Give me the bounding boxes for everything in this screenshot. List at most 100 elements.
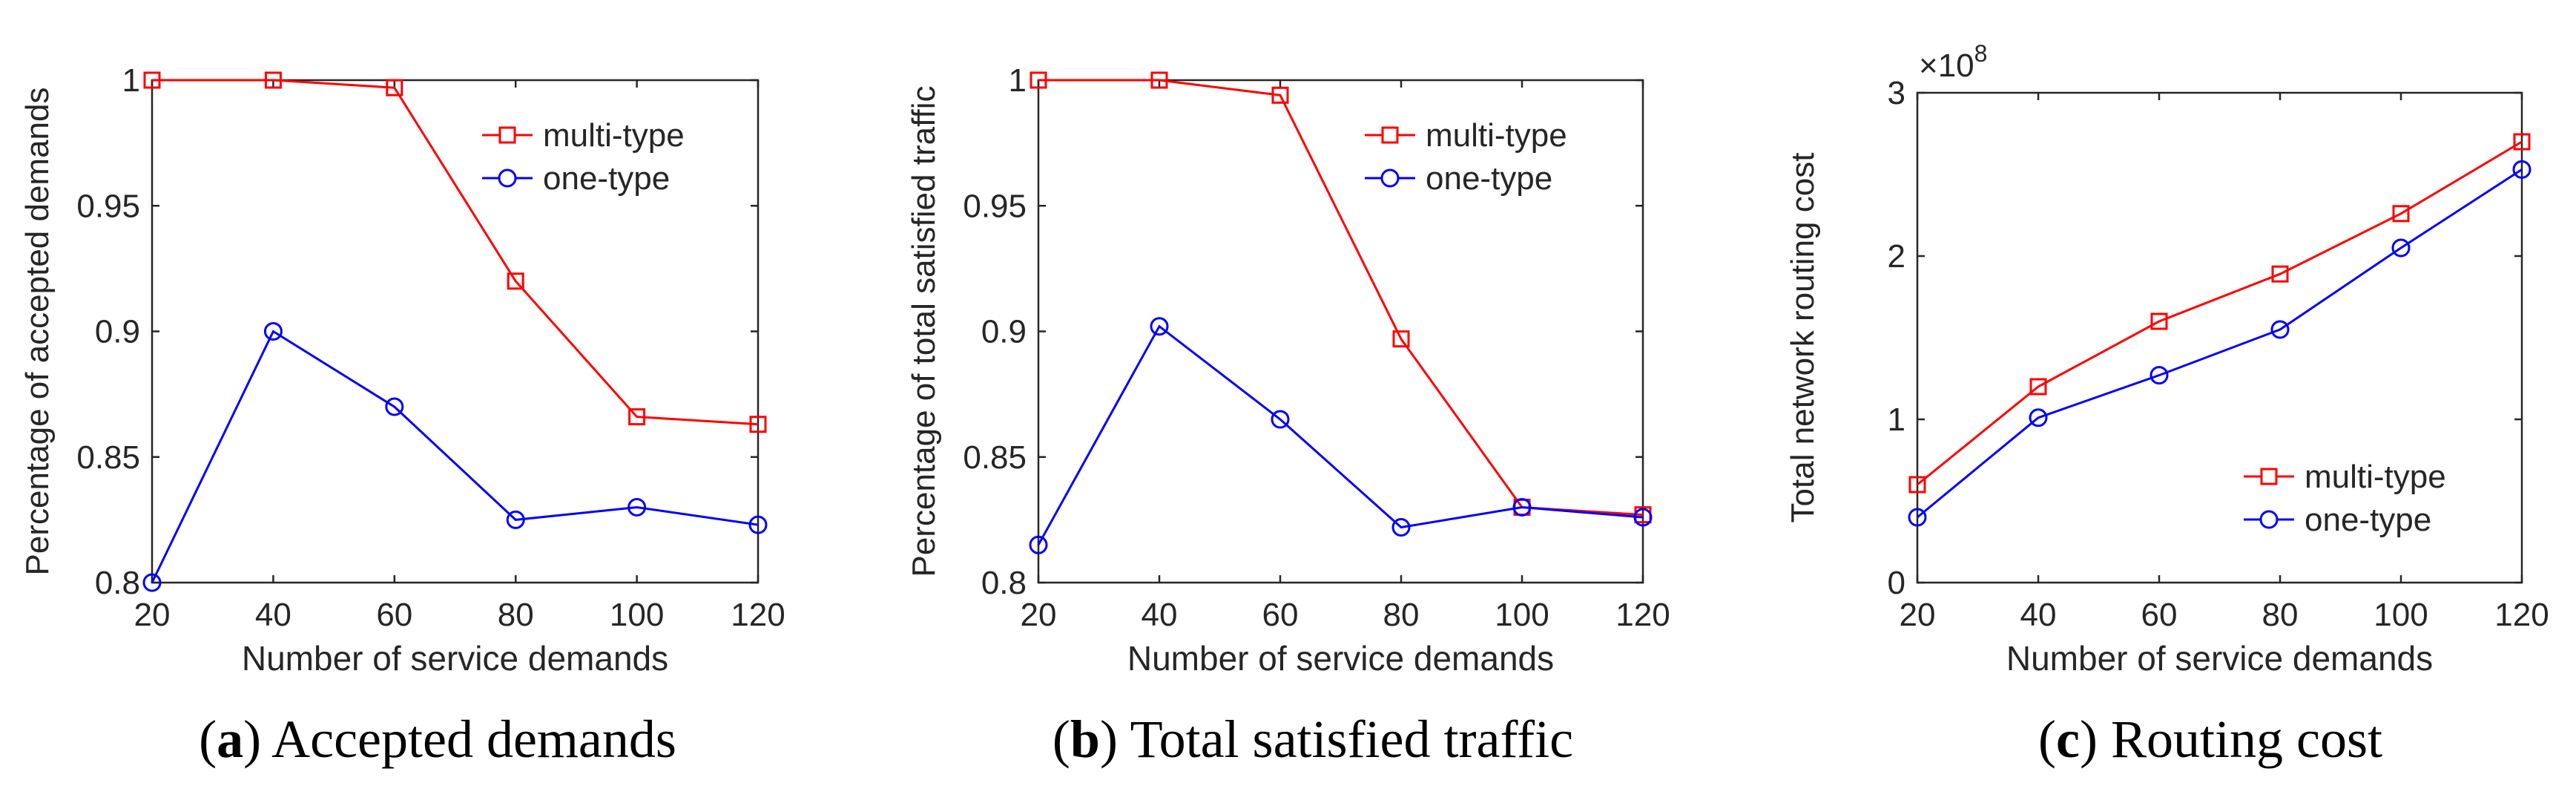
x-tick-label: 40 bbox=[1142, 597, 1178, 633]
series-line-multi-type bbox=[1917, 140, 2523, 486]
y-tick-label: 0.8 bbox=[981, 565, 1027, 601]
chart-2: 20 40 60 80 100 120 0.8 0.85 0.9 0.95 1 Number of s… bbox=[906, 62, 1670, 678]
legend-label-multi-type: multi-type bbox=[2305, 459, 2446, 495]
series-line-one-type bbox=[1037, 324, 1644, 545]
x-tick-label: 40 bbox=[255, 597, 291, 633]
data-point-one-type bbox=[1633, 508, 1653, 527]
legend-marker-multi-type bbox=[498, 126, 516, 144]
data-point-one-type bbox=[1391, 518, 1411, 537]
data-point-multi-type bbox=[1392, 330, 1410, 348]
x-tick-label: 120 bbox=[1615, 597, 1670, 633]
data-point-multi-type bbox=[2271, 265, 2289, 283]
legend-label-one-type: one-type bbox=[2305, 502, 2431, 538]
x-tick-label: 100 bbox=[2374, 597, 2428, 633]
y-tick-label: 0.95 bbox=[76, 188, 140, 224]
caption-a: (a) Accepted demands bbox=[199, 710, 676, 769]
data-point-multi-type bbox=[143, 71, 161, 89]
x-tick-label: 100 bbox=[610, 597, 664, 633]
data-point-multi-type bbox=[749, 416, 767, 433]
data-point-one-type bbox=[263, 322, 283, 341]
x-tick-label: 80 bbox=[1383, 597, 1420, 633]
x-tick-label: 60 bbox=[2141, 597, 2178, 633]
plot-area-box bbox=[151, 79, 760, 584]
data-point-one-type bbox=[1512, 497, 1532, 517]
y-tick-label: 0.95 bbox=[963, 188, 1027, 224]
data-point-multi-type bbox=[1908, 476, 1926, 494]
legend-marker-one-type bbox=[1380, 168, 1400, 188]
caption-b-letter: b bbox=[1070, 710, 1100, 769]
x-tick-label: 80 bbox=[498, 597, 534, 633]
caption-a-text: Accepted demands bbox=[271, 710, 676, 769]
caption-a-letter: a bbox=[217, 710, 244, 769]
data-point-one-type bbox=[2391, 238, 2411, 258]
y-tick-label: 0.85 bbox=[963, 439, 1027, 476]
data-point-multi-type bbox=[2392, 205, 2410, 223]
data-point-one-type bbox=[1029, 535, 1048, 554]
y-tick-label: 0.85 bbox=[76, 439, 140, 476]
x-tick-label: 120 bbox=[731, 597, 785, 633]
data-point-one-type bbox=[142, 573, 162, 592]
legend-marker-one-type bbox=[498, 168, 517, 188]
x-axis-label: Number of service demands bbox=[2006, 639, 2433, 678]
data-point-multi-type bbox=[386, 79, 403, 96]
y-exponent-power: 8 bbox=[1974, 40, 1988, 67]
data-point-multi-type bbox=[2150, 312, 2168, 330]
data-point-one-type bbox=[2150, 366, 2169, 385]
y-tick-label: 1 bbox=[122, 62, 140, 99]
data-point-multi-type bbox=[264, 71, 282, 89]
y-tick-label: 3 bbox=[1888, 75, 1905, 111]
data-point-multi-type bbox=[1150, 71, 1168, 89]
x-axis-label: Number of service demands bbox=[242, 639, 668, 678]
chart-3: 20 40 60 80 100 120 0 1 2 3 ×108 Number of service … bbox=[1785, 40, 2549, 678]
y-tick-label: 1 bbox=[1009, 62, 1027, 99]
chart-1: 20 40 60 80 100 120 0.8 0.85 0.9 0.95 1 Number of s… bbox=[19, 62, 785, 678]
caption-b-text: Total satisfied traffic bbox=[1130, 710, 1574, 769]
y-exponent-label: ×108 bbox=[1919, 40, 1987, 84]
legend-marker-multi-type bbox=[1381, 126, 1399, 144]
legend-label-one-type: one-type bbox=[1426, 160, 1552, 197]
legend: multi-type one-type bbox=[482, 117, 685, 197]
x-tick-label: 120 bbox=[2494, 597, 2549, 633]
legend-label-one-type: one-type bbox=[543, 160, 670, 197]
y-axis-label: Percentage of total satisfied traffic bbox=[906, 86, 942, 577]
y-tick-label: 0.9 bbox=[981, 314, 1027, 350]
data-point-one-type bbox=[1908, 508, 1927, 527]
caption-c: (c) Routing cost bbox=[2038, 710, 2382, 769]
caption-b: (b) Total satisfied traffic bbox=[1052, 710, 1574, 769]
data-point-one-type bbox=[2029, 408, 2048, 427]
legend-label-multi-type: multi-type bbox=[1426, 117, 1567, 154]
y-tick-label: 2 bbox=[1888, 238, 1905, 275]
x-axis-label: Number of service demands bbox=[1127, 639, 1554, 678]
y-tick-label: 0.8 bbox=[95, 565, 140, 601]
caption-c-letter: c bbox=[2056, 710, 2080, 769]
data-point-multi-type bbox=[2029, 378, 2047, 396]
data-point-one-type bbox=[1150, 317, 1169, 336]
series-line-multi-type bbox=[152, 79, 759, 426]
plot-area-box bbox=[1916, 91, 2523, 584]
data-point-one-type bbox=[506, 510, 525, 529]
data-point-multi-type bbox=[1030, 71, 1047, 89]
data-point-one-type bbox=[2270, 320, 2290, 339]
legend: multi-type one-type bbox=[2244, 459, 2446, 538]
data-point-multi-type bbox=[628, 408, 646, 426]
caption-c-text: Routing cost bbox=[2110, 710, 2382, 769]
data-point-one-type bbox=[1271, 410, 1290, 429]
legend-label-multi-type: multi-type bbox=[543, 117, 685, 154]
plot-area-box bbox=[1037, 79, 1644, 584]
x-tick-label: 60 bbox=[376, 597, 412, 633]
series-line-one-type bbox=[1917, 168, 2523, 519]
data-point-multi-type bbox=[1271, 86, 1289, 104]
x-tick-label: 20 bbox=[1021, 597, 1057, 633]
data-point-one-type bbox=[2512, 160, 2531, 179]
data-point-multi-type bbox=[2513, 133, 2531, 151]
x-tick-label: 40 bbox=[2020, 597, 2057, 633]
data-point-one-type bbox=[748, 515, 768, 534]
data-point-one-type bbox=[385, 397, 404, 416]
x-tick-label: 60 bbox=[1262, 597, 1299, 633]
x-tick-label: 100 bbox=[1495, 597, 1549, 633]
x-tick-label: 80 bbox=[2262, 597, 2299, 633]
x-tick-label: 20 bbox=[1900, 597, 1936, 633]
legend: multi-type one-type bbox=[1365, 117, 1567, 197]
legend-marker-multi-type bbox=[2260, 468, 2278, 485]
